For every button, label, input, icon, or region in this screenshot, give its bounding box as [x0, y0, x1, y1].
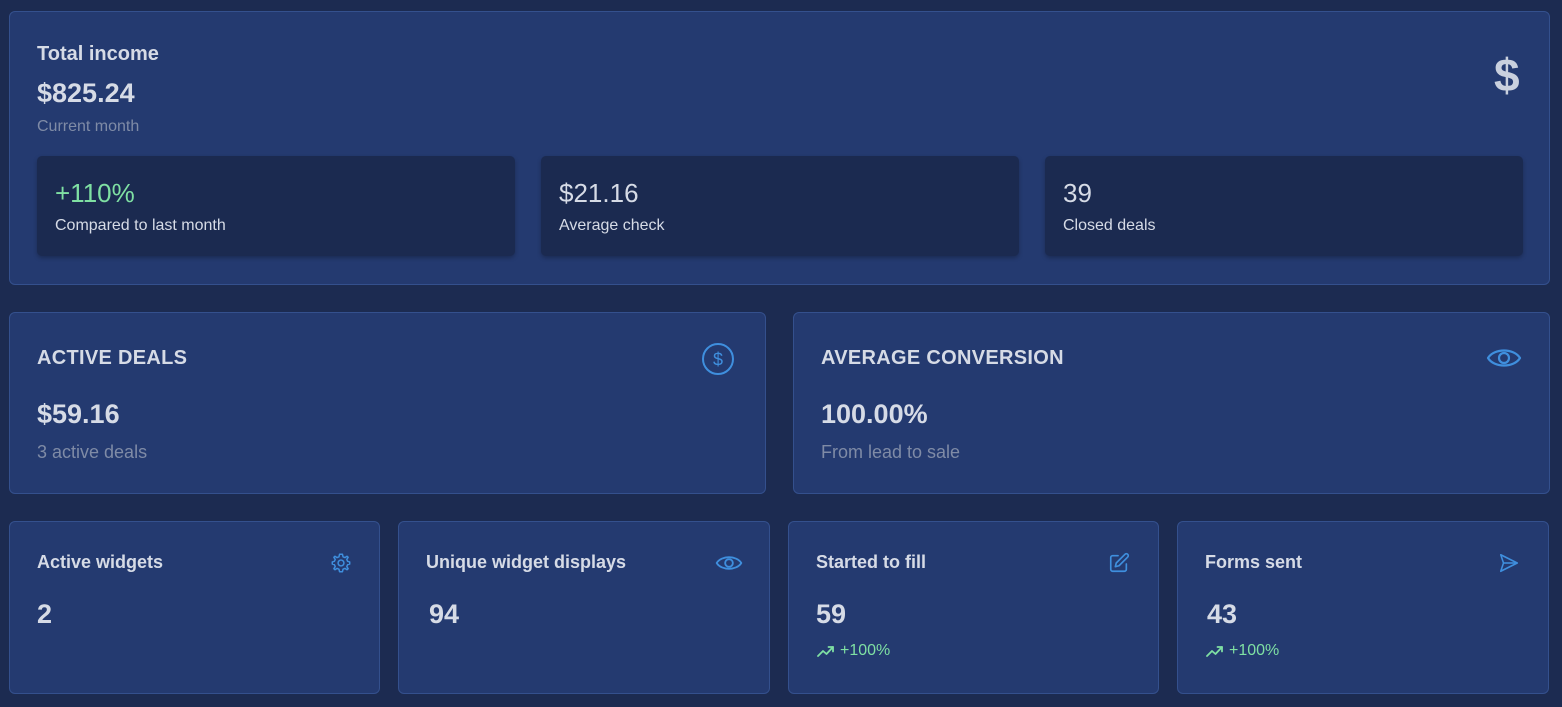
total-income-amount: $825.24 — [37, 78, 135, 108]
average-conversion-subtitle: From lead to sale — [821, 442, 961, 462]
eye-icon — [1486, 349, 1522, 367]
started-to-fill-card: Started to fill 59 +100% — [788, 521, 1159, 694]
average-conversion-card: AVERAGE CONVERSION 100.00% From lead to … — [793, 312, 1550, 494]
stat-closed-deals-label: Closed deals — [1063, 217, 1156, 234]
started-to-fill-trend: +100% — [817, 642, 890, 660]
started-to-fill-title: Started to fill — [816, 552, 927, 572]
active-deals-card: ACTIVE DEALS $ $59.16 3 active deals — [9, 312, 766, 494]
started-to-fill-value: 59 — [816, 599, 847, 629]
unique-widget-displays-card: Unique widget displays 94 — [398, 521, 770, 694]
unique-widget-displays-value: 94 — [429, 599, 460, 629]
forms-sent-trend-value: +100% — [1229, 642, 1280, 659]
stat-average-check-value: $21.16 — [559, 178, 639, 208]
forms-sent-card: Forms sent 43 +100% — [1177, 521, 1549, 694]
send-icon — [1499, 553, 1519, 573]
total-income-card: Total income $825.24 Current month $ +11… — [9, 11, 1550, 285]
stat-compared-label: Compared to last month — [55, 217, 226, 234]
eye-icon — [715, 556, 743, 570]
forms-sent-trend: +100% — [1206, 642, 1279, 660]
trending-up-icon — [1206, 646, 1223, 657]
active-widgets-value: 2 — [37, 599, 53, 629]
stat-compared-value: +110% — [55, 178, 135, 208]
trending-up-icon — [817, 646, 834, 657]
forms-sent-title: Forms sent — [1205, 552, 1303, 572]
active-widgets-card: Active widgets 2 — [9, 521, 380, 694]
average-conversion-title: AVERAGE CONVERSION — [821, 347, 1064, 369]
dollar-icon: $ — [1494, 49, 1520, 101]
forms-sent-value: 43 — [1207, 599, 1238, 629]
stat-closed-deals-card: 39 Closed deals — [1045, 156, 1523, 256]
total-income-title: Total income — [37, 43, 159, 65]
active-deals-title: ACTIVE DEALS — [37, 347, 188, 369]
stat-compared-card: +110% Compared to last month — [37, 156, 515, 256]
average-conversion-value: 100.00% — [821, 399, 928, 429]
active-widgets-title: Active widgets — [37, 552, 164, 572]
active-deals-subtitle: 3 active deals — [37, 442, 148, 462]
dollar-circle-icon: $ — [702, 343, 734, 375]
stat-closed-deals-value: 39 — [1063, 178, 1092, 208]
edit-icon — [1109, 552, 1130, 573]
unique-widget-displays-title: Unique widget displays — [426, 552, 627, 572]
stat-average-check-card: $21.16 Average check — [541, 156, 1019, 256]
stat-average-check-label: Average check — [559, 217, 665, 234]
total-income-period: Current month — [37, 118, 140, 135]
svg-text:$: $ — [713, 350, 723, 370]
active-deals-amount: $59.16 — [37, 399, 120, 429]
started-to-fill-trend-value: +100% — [840, 642, 891, 659]
gear-icon — [331, 553, 351, 573]
